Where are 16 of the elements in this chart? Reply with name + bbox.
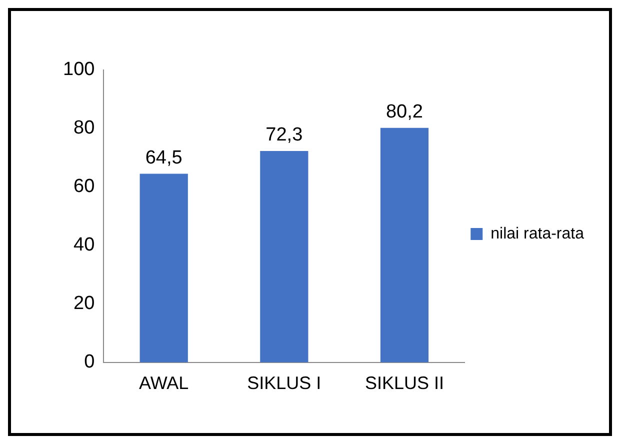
legend-label: nilai rata-rata [490, 225, 584, 242]
y-tick-label: 80 [74, 118, 95, 139]
y-tick-label: 100 [63, 59, 95, 80]
bar [380, 128, 429, 362]
y-tick-label: 40 [74, 234, 95, 256]
y-tick-label: 20 [74, 293, 95, 314]
bar [140, 174, 188, 362]
y-tick-label: 60 [74, 176, 95, 198]
data-label: 64,5 [145, 148, 182, 169]
x-tick-label: SIKLUS II [364, 373, 444, 394]
bar [260, 150, 308, 362]
x-tick-label: SIKLUS I [247, 373, 322, 394]
x-tick-label: AWAL [139, 373, 189, 394]
y-tick-label: 0 [84, 352, 95, 373]
data-label: 80,2 [386, 102, 423, 123]
data-label: 72,3 [266, 124, 303, 146]
